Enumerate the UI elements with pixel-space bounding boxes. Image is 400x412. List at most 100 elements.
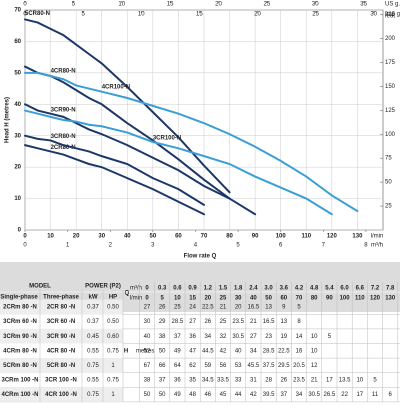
x2-tick-label: 6 (279, 243, 283, 249)
cell: 32 (220, 334, 227, 340)
cell: 4CRm 80 -N (3, 348, 37, 354)
q-m3h: 7.2 (371, 286, 380, 292)
x2-tick-label: 5 (236, 243, 240, 249)
x2-unit: m³/h (371, 243, 383, 249)
q-lmin: 100 (340, 296, 351, 302)
cell: 0.37 (87, 319, 99, 325)
y2-unit: feet (385, 14, 395, 20)
cell: 33.5 (217, 378, 229, 384)
top-tick-label: 5 (72, 2, 76, 8)
cell: 29 (159, 319, 166, 325)
cell: 11 (372, 392, 379, 398)
cell: 2CR 80 -N (47, 305, 75, 311)
cell: 0.55 (87, 378, 99, 384)
q-lmin: 50 (265, 296, 272, 302)
q-m3h: 6.0 (340, 286, 349, 292)
cell: 31 (250, 378, 257, 384)
cell: 42 (250, 392, 257, 398)
cell: 34.5 (202, 378, 214, 384)
cell: 50 (144, 392, 151, 398)
y-tick-label: 0 (18, 228, 22, 234)
q-lmin: 0 (145, 296, 149, 302)
row-bg (0, 387, 123, 402)
q-m3h: 6.6 (356, 286, 365, 292)
q-m3h: 3.6 (280, 286, 289, 292)
cell: 0.75 (87, 363, 99, 369)
cell: 5 (373, 378, 377, 384)
x-tick-label: 80 (226, 234, 233, 240)
table-header: kW (89, 295, 98, 301)
cell: 13.5 (339, 378, 351, 384)
cell: 4CRm 100 -N (1, 392, 38, 398)
cell: 36 (174, 378, 181, 384)
y2-tick-label: 200 (385, 36, 396, 42)
x2-tick-label: 3 (151, 243, 155, 249)
cell: 26 (280, 378, 287, 384)
cell: 25 (174, 305, 181, 311)
curve-label: 5CR80-N (25, 11, 50, 17)
cell: 2CRm 80 -N (3, 305, 37, 311)
cell: 3CRm 60 -N (3, 319, 37, 325)
y2-tick-label: 25 (385, 204, 392, 210)
cell: 28 (265, 378, 272, 384)
cell: 5 (297, 305, 301, 311)
curve-label: 3CR90-N (51, 107, 76, 113)
table-header: POWER (P2) (85, 284, 121, 290)
cell: 28.5 (172, 319, 184, 325)
cell: 16.5 (263, 319, 275, 325)
cell: 21 (250, 319, 257, 325)
x-tick-label: 120 (327, 234, 338, 240)
y-tick-label: 40 (14, 102, 21, 108)
cell: 1 (111, 363, 115, 369)
cell: 34 (250, 348, 257, 354)
cell: 23 (265, 334, 272, 340)
cell: 3CR 90 -N (47, 334, 75, 340)
top-unit: US g.p.m. (385, 2, 400, 8)
x-tick-label: 20 (73, 234, 80, 240)
cell: 46 (204, 392, 211, 398)
q-lmin: 20 (204, 296, 211, 302)
x-tick-label: 10 (47, 234, 54, 240)
row-bg (0, 358, 123, 373)
x2-tick-label: 8 (364, 243, 368, 249)
cell: 37 (174, 334, 181, 340)
y2-tick-label: 100 (385, 132, 396, 138)
x-tick-label: 130 (352, 234, 363, 240)
cell: 50 (159, 348, 166, 354)
cell: 14 (296, 334, 303, 340)
x2-tick-label: 7 (322, 243, 326, 249)
cell: 30.5 (308, 392, 320, 398)
cell: 59 (204, 363, 211, 369)
top-tick-label: 0 (23, 2, 27, 8)
cell: 23.5 (232, 319, 244, 325)
cell: 45.5 (248, 363, 260, 369)
cell: 0.37 (87, 305, 99, 311)
cell: 26 (204, 319, 211, 325)
top-tick-label: 30 (370, 12, 377, 18)
table-header: l/min (130, 296, 143, 302)
q-m3h: 3.0 (264, 286, 273, 292)
cell: 30 (144, 319, 151, 325)
cell: 40 (144, 334, 151, 340)
x-tick-label: 70 (201, 234, 208, 240)
cell: 37.5 (263, 363, 275, 369)
table-header: Single-phase (0, 295, 38, 301)
cell: 26.5 (324, 392, 336, 398)
cell: 53 (235, 363, 242, 369)
row-bg (0, 343, 123, 359)
curve-label: 2CR80-N (51, 145, 76, 151)
curve-label: 3CR100-N (153, 136, 181, 142)
cell: 3CRm 100 -N (1, 378, 38, 384)
top-tick-label: 30 (312, 2, 319, 8)
y-axis-title: Head H (metres) (5, 97, 11, 143)
cell: 42 (220, 348, 227, 354)
q-lmin: 30 (235, 296, 242, 302)
cell: 4CR 100 -N (45, 392, 77, 398)
cell: 67 (144, 363, 151, 369)
cell: 17 (356, 392, 363, 398)
table-header: HP (109, 295, 117, 301)
cell: 44 (235, 392, 242, 398)
q-m3h: 5.4 (325, 286, 334, 292)
y-tick-label: 10 (14, 196, 21, 202)
x2-tick-label: 1 (66, 243, 70, 249)
